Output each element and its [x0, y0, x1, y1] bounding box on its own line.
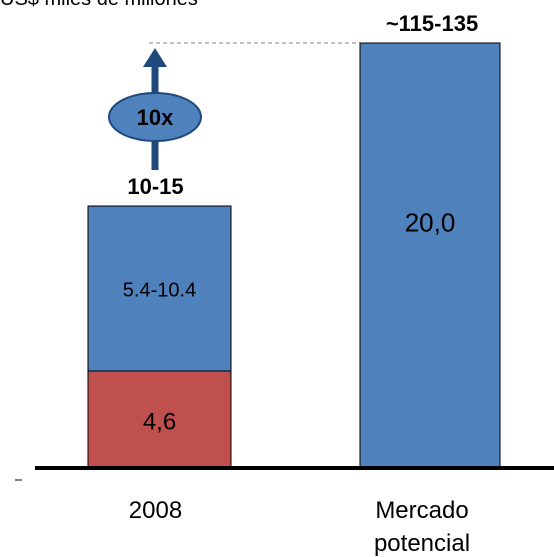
growth-badge: 10x: [108, 92, 202, 142]
bar-segment-label: 4,6: [143, 409, 176, 436]
bar-segment: [87, 205, 232, 372]
unit-label: US$ miles de millones: [0, 0, 198, 11]
category-label: 2008: [129, 497, 182, 524]
bar-total-label: ~115-135: [386, 11, 478, 36]
bar-total-label: 10-15: [127, 174, 183, 199]
bar-segment-label: 20,0: [405, 208, 456, 238]
bar-segment: [359, 42, 501, 469]
bar-segment-label: 5.4-10.4: [123, 280, 196, 302]
growth-badge-label: 10x: [137, 105, 174, 130]
category-label: Mercado: [375, 497, 468, 524]
category-label: potencial: [374, 530, 470, 557]
